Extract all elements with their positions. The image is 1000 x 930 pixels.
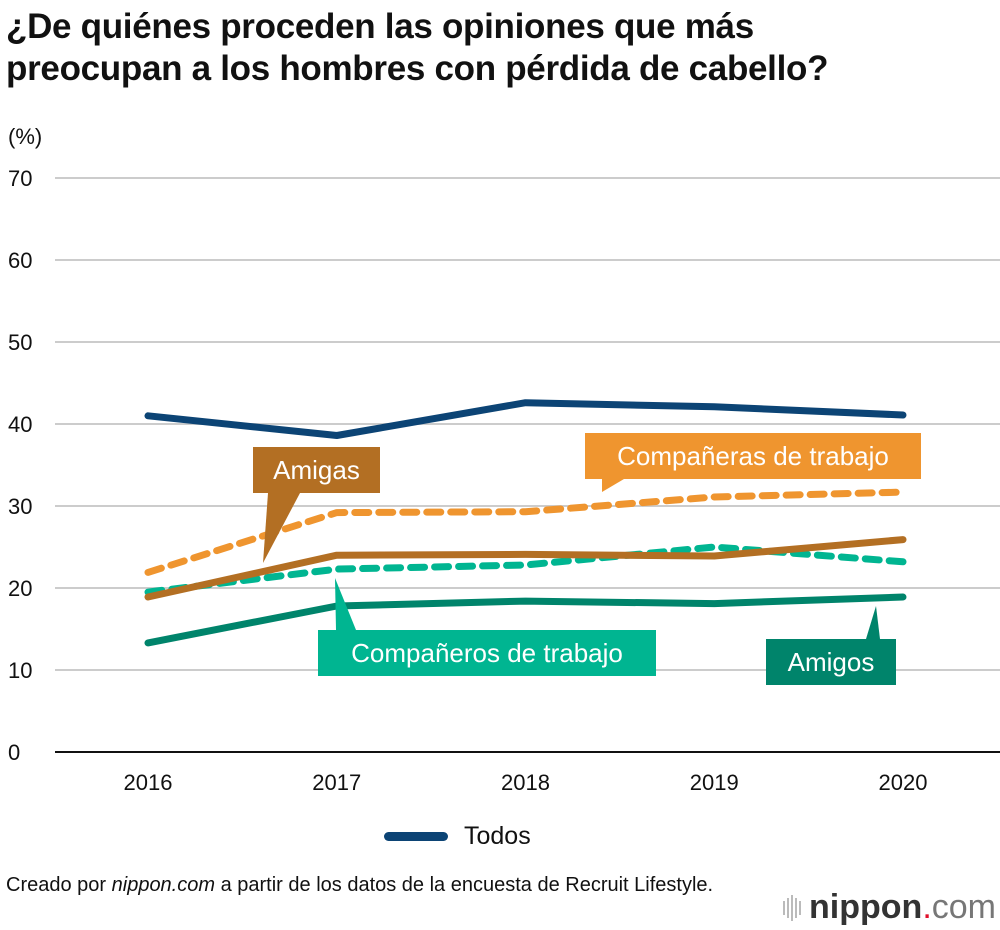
- title-line-1: ¿De quiénes proceden las opiniones que m…: [6, 7, 754, 46]
- annotation-box: [766, 639, 896, 685]
- y-tick-label-10: 10: [8, 658, 32, 683]
- y-tick-label-0: 0: [8, 740, 20, 765]
- series-line-todos: [144, 399, 907, 439]
- logo-dot: .: [922, 888, 932, 926]
- annotation-label: Compañeras de trabajo: [617, 441, 889, 471]
- x-tick-label-2019: 2019: [690, 770, 739, 795]
- annotation-pointer: [335, 578, 356, 630]
- annotation-amigas: Amigas: [253, 447, 380, 563]
- y-tick-label-70: 70: [8, 166, 32, 191]
- annotation-companeros-de-trabajo: Compañeros de trabajo: [318, 578, 656, 676]
- annotation-pointer: [866, 606, 880, 639]
- chart-title: ¿De quiénes proceden las opiniones que m…: [6, 6, 996, 90]
- y-axis-unit-label: (%): [8, 124, 43, 149]
- logo-bars-icon: [783, 894, 803, 921]
- annotation-companeras-de-trabajo: Compañeras de trabajo: [585, 433, 921, 492]
- source-site: nippon.com: [111, 874, 216, 896]
- line-chart: 0 10 20 30 40 50 60 70 2016 2017 2018 2019 2020 Ami…: [8, 166, 1000, 795]
- callout-annotations: Amigas Compañeras de trabajo Compañeros de…: [253, 433, 921, 685]
- annotation-pointer: [602, 479, 624, 492]
- annotation-label: Amigos: [788, 647, 875, 677]
- source-suffix: a partir de los datos de la encuesta de …: [215, 874, 714, 896]
- y-tick-label-40: 40: [8, 412, 32, 437]
- annotation-label: Amigas: [273, 455, 360, 485]
- nippon-logo: nippon. com: [783, 888, 996, 927]
- y-tick-label-30: 30: [8, 494, 32, 519]
- x-axis-ticks: 2016 2017 2018 2019 2020: [124, 770, 928, 795]
- logo-name: nippon: [809, 888, 923, 926]
- x-tick-label-2018: 2018: [501, 770, 550, 795]
- x-tick-label-2017: 2017: [312, 770, 361, 795]
- y-tick-label-60: 60: [8, 248, 32, 273]
- annotation-box: [585, 433, 921, 479]
- legend: Todos: [384, 822, 531, 851]
- source-note: Creado por nippon.com a partir de los da…: [6, 872, 726, 898]
- source-prefix: Creado por: [6, 874, 112, 896]
- logo-tld: com: [931, 888, 996, 926]
- x-tick-label-2020: 2020: [879, 770, 928, 795]
- legend-label-todos: Todos: [464, 822, 531, 850]
- y-tick-label-50: 50: [8, 330, 32, 355]
- annotation-label: Compañeros de trabajo: [351, 638, 623, 668]
- annotation-amigos: Amigos: [766, 606, 896, 685]
- annotation-box: [253, 447, 380, 493]
- x-tick-label-2016: 2016: [124, 770, 173, 795]
- annotation-box: [318, 630, 656, 676]
- y-tick-label-20: 20: [8, 576, 32, 601]
- legend-swatch-todos: [384, 832, 448, 841]
- title-line-2: preocupan a los hombres con pérdida de c…: [6, 49, 829, 88]
- annotation-pointer: [263, 493, 300, 563]
- series-line-companeras-de-trabajo: [144, 488, 907, 576]
- y-axis-ticks: 0 10 20 30 40 50 60 70: [8, 166, 32, 765]
